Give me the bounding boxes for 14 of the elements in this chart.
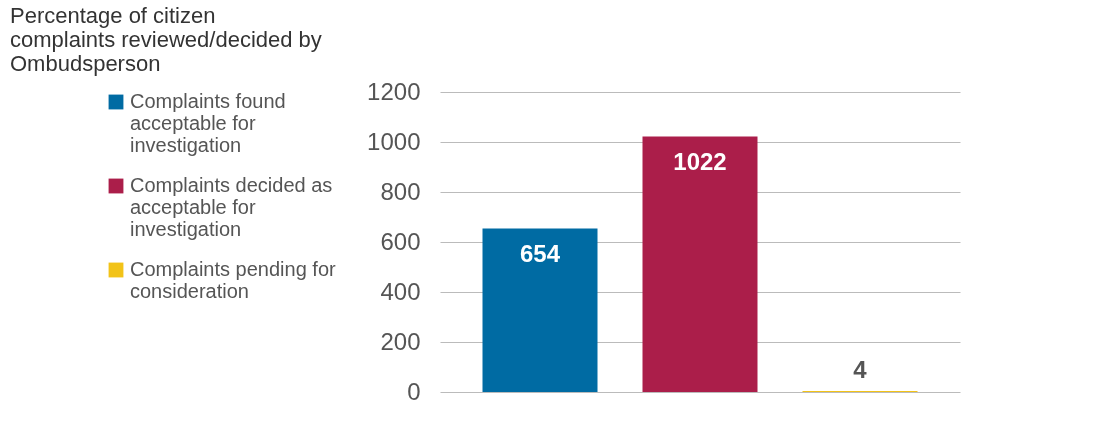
y-tick-label: 1200 <box>367 77 421 105</box>
legend-label: Complaints pending for consideration <box>130 258 337 302</box>
y-tick-label: 0 <box>407 377 421 405</box>
legend-label: Complaints decided as acceptable for investigation <box>130 174 333 240</box>
y-tick-label: 600 <box>380 227 421 255</box>
text: Percentage of citizen complaints reviewed/decided by Ombudsperson <box>10 3 322 76</box>
y-tick-label: 1000 <box>367 127 421 155</box>
data-label: 1022 <box>673 147 727 175</box>
y-tick-label: 200 <box>380 327 421 355</box>
data-label: 654 <box>519 239 561 267</box>
y-tick-label: 400 <box>380 277 421 305</box>
y-tick-label: 800 <box>380 177 421 205</box>
legend-label: Complaints found acceptable for investigation <box>130 90 286 156</box>
data-label: 4 <box>853 356 868 383</box>
